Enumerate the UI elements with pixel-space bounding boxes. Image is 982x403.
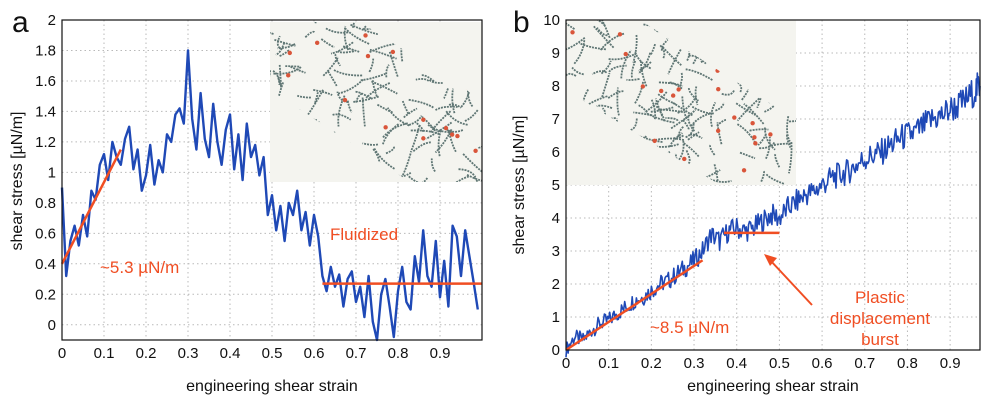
y-tick-label: 8 <box>552 78 560 95</box>
y-tick-label: 3 <box>552 243 560 260</box>
x-tick-label: 0.9 <box>940 355 961 372</box>
y-tick-label: 7 <box>552 111 560 128</box>
panel-a: a 0 0.1 0.2 0.3 0.4 0.5 0.6 0.7 0.8 0.9 0 0.2 0.4 0.… <box>9 6 483 395</box>
panel-label-b: b <box>513 6 530 39</box>
y-tick-label: 1 <box>552 309 560 326</box>
series-a <box>60 49 479 342</box>
fit-line-a-1 <box>60 148 122 265</box>
y-tick-label: 0.6 <box>35 225 56 242</box>
y-tick-label: 1.4 <box>35 103 56 120</box>
x-tick-label: 0.9 <box>430 345 451 362</box>
x-tick-label: 0 <box>562 355 570 372</box>
y-tick-label: 10 <box>543 12 560 29</box>
y-tick-label: 5 <box>552 177 560 194</box>
series-line-a <box>60 49 479 342</box>
plot-frame-a <box>61 19 483 341</box>
y-axis-label-b: shear stress [µN/m] <box>511 115 528 254</box>
x-tick-label: 0.6 <box>812 355 833 372</box>
inset-network-image-b <box>566 20 796 185</box>
x-tick-label: 0.4 <box>220 345 241 362</box>
y-tick-label: 6 <box>552 144 560 161</box>
x-ticks-a: 0 0.1 0.2 0.3 0.4 0.5 0.6 0.7 0.8 0.9 <box>58 345 451 362</box>
panel-b: b 0 0.1 0.2 0.3 0.4 0.5 0.6 0.7 0.8 0.9 0 1 2 3 4 5 6 7 8… <box>511 6 981 395</box>
x-tick-label: 0.8 <box>388 345 409 362</box>
x-tick-label: 0.7 <box>346 345 367 362</box>
annotation-slope-b: ~8.5 µN/m <box>650 318 729 337</box>
y-tick-label: 9 <box>552 45 560 62</box>
arrow-head-icon <box>764 254 777 266</box>
y-tick-label: 1 <box>48 164 56 181</box>
x-tick-label: 0.3 <box>178 345 199 362</box>
y-axis-label-a: shear stress [µN/m] <box>9 111 26 250</box>
y-tick-label: 0 <box>48 317 56 334</box>
x-tick-label: 0.5 <box>262 345 283 362</box>
annotation-plastic: Plastic <box>855 288 906 307</box>
panel-label-a: a <box>12 6 29 39</box>
y-tick-label: 0.8 <box>35 195 56 212</box>
y-tick-label: 0.2 <box>35 286 56 303</box>
y-tick-label: 0 <box>552 342 560 359</box>
x-axis-label-b: engineering shear strain <box>687 378 859 395</box>
annotation-fluidized: Fluidized <box>330 225 398 244</box>
fit-line-b-1 <box>565 259 704 352</box>
annotation-arrow-line <box>769 259 813 306</box>
x-tick-label: 0.4 <box>726 355 747 372</box>
x-tick-label: 0.7 <box>854 355 875 372</box>
y-tick-label: 1.2 <box>35 134 56 151</box>
y-tick-label: 2 <box>552 276 560 293</box>
x-tick-label: 0.5 <box>769 355 790 372</box>
fit-lines-b <box>565 231 780 352</box>
annotation-displacement: displacement <box>830 309 930 328</box>
y-tick-label: 0.4 <box>35 256 56 273</box>
x-tick-label: 0.6 <box>304 345 325 362</box>
inset-network-image-a <box>270 22 482 182</box>
x-tick-label: 0.1 <box>94 345 115 362</box>
x-tick-label: 0.2 <box>136 345 157 362</box>
x-tick-label: 0.1 <box>598 355 619 372</box>
x-tick-label: 0.8 <box>897 355 918 372</box>
plot-frame-b <box>565 19 981 351</box>
annotation-slope-a: ~5.3 µN/m <box>100 258 179 277</box>
y-ticks-b: 0 1 2 3 4 5 6 7 8 9 10 <box>543 12 560 359</box>
y-tick-label: 4 <box>552 210 560 227</box>
x-tick-label: 0.2 <box>641 355 662 372</box>
fit-lines-a <box>60 148 482 285</box>
y-tick-label: 1.8 <box>35 42 56 59</box>
x-tick-label: 0 <box>58 345 66 362</box>
x-ticks-b: 0 0.1 0.2 0.3 0.4 0.5 0.6 0.7 0.8 0.9 <box>562 355 961 372</box>
y-ticks-a: 0 0.2 0.4 0.6 0.8 1 1.2 1.4 1.6 1.8 2 <box>35 12 56 334</box>
annotation-burst: burst <box>861 330 899 349</box>
y-tick-label: 1.6 <box>35 73 56 90</box>
x-axis-label-a: engineering shear strain <box>186 378 358 395</box>
y-tick-label: 2 <box>48 12 56 29</box>
x-tick-label: 0.3 <box>684 355 705 372</box>
